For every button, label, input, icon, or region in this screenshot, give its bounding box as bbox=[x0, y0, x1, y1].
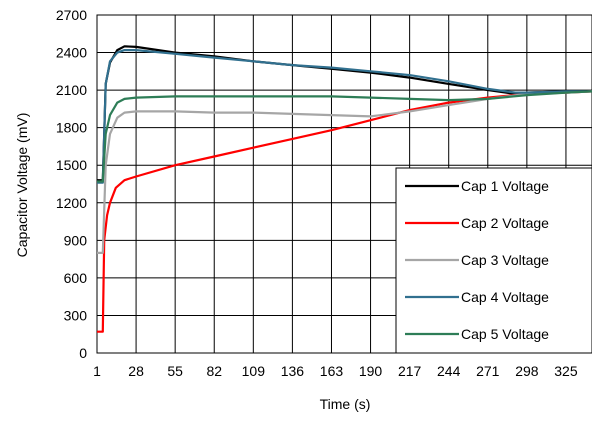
y-axis-title: Capacitor Voltage (mV) bbox=[14, 113, 30, 258]
y-tick-label: 600 bbox=[64, 270, 88, 286]
x-tick-label: 271 bbox=[476, 363, 500, 379]
y-tick-label: 300 bbox=[64, 307, 88, 323]
legend-label: Cap 4 Voltage bbox=[461, 289, 549, 305]
legend-label: Cap 2 Voltage bbox=[461, 215, 549, 231]
y-tick-label: 2700 bbox=[56, 7, 87, 23]
legend-label: Cap 3 Voltage bbox=[461, 252, 549, 268]
x-tick-label: 28 bbox=[128, 363, 144, 379]
x-tick-label: 55 bbox=[167, 363, 183, 379]
y-tick-label: 1200 bbox=[56, 195, 87, 211]
x-tick-label: 82 bbox=[206, 363, 222, 379]
y-tick-label: 1800 bbox=[56, 120, 87, 136]
y-tick-label: 900 bbox=[64, 232, 88, 248]
x-tick-label: 1 bbox=[93, 363, 101, 379]
axes: 0 300 600 900 1200 1500 1800 2100 2400 2700 1 28 55 8… bbox=[56, 7, 592, 379]
x-tick-label: 217 bbox=[398, 363, 422, 379]
x-tick-label: 298 bbox=[515, 363, 539, 379]
legend: Cap 1 Voltage Cap 2 Voltage Cap 3 Voltage C… bbox=[395, 167, 592, 354]
series-line bbox=[97, 45, 592, 182]
plot-border bbox=[96, 14, 592, 354]
series-line bbox=[97, 90, 592, 183]
x-tick-label: 244 bbox=[437, 363, 461, 379]
series-line bbox=[97, 49, 592, 184]
x-tick-label: 325 bbox=[554, 363, 578, 379]
x-tick-label: 136 bbox=[281, 363, 305, 379]
y-tick-label: 0 bbox=[79, 345, 87, 361]
y-tick-label: 1500 bbox=[56, 157, 87, 173]
series-lines bbox=[97, 45, 592, 333]
x-axis-title: Time (s) bbox=[320, 396, 371, 412]
x-tick-label: 190 bbox=[359, 363, 383, 379]
x-tick-label: 109 bbox=[242, 363, 266, 379]
y-tick-label: 2100 bbox=[56, 82, 87, 98]
legend-label: Cap 1 Voltage bbox=[461, 178, 549, 194]
x-tick-label: 163 bbox=[320, 363, 344, 379]
y-tick-label: 2400 bbox=[56, 45, 87, 61]
legend-label: Cap 5 Voltage bbox=[461, 326, 549, 342]
